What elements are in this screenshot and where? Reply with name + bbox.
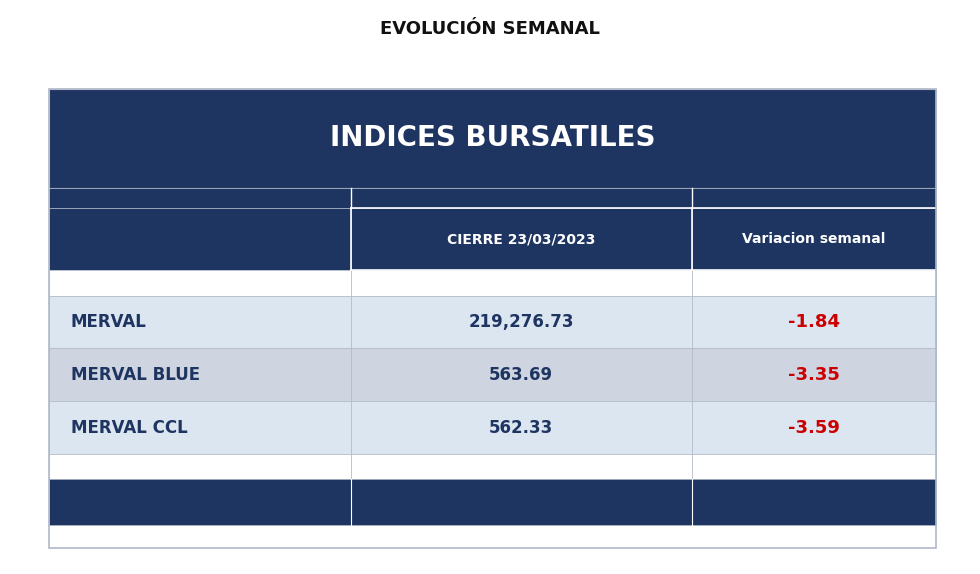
Text: CIERRE 23/03/2023: CIERRE 23/03/2023	[447, 232, 596, 246]
Text: MERVAL: MERVAL	[71, 313, 146, 331]
Text: -1.84: -1.84	[788, 313, 840, 331]
Bar	[49, 188, 936, 208]
Bar	[49, 348, 351, 401]
Bar	[49, 296, 351, 348]
Text: -3.35: -3.35	[788, 366, 840, 384]
Text: EVOLUCIÓN SEMANAL: EVOLUCIÓN SEMANAL	[380, 20, 600, 38]
Bar	[49, 454, 351, 479]
Bar	[351, 401, 692, 454]
Text: MERVAL BLUE: MERVAL BLUE	[71, 366, 200, 384]
Bar	[692, 348, 936, 401]
Text: 563.69: 563.69	[489, 366, 554, 384]
Bar	[692, 270, 936, 296]
Text: 219,276.73: 219,276.73	[468, 313, 574, 331]
Bar	[351, 348, 692, 401]
Text: Variacion semanal: Variacion semanal	[742, 232, 886, 246]
Bar	[49, 270, 351, 296]
Bar	[49, 479, 351, 525]
Bar	[692, 401, 936, 454]
Bar	[692, 454, 936, 479]
Bar	[692, 479, 936, 525]
Text: MERVAL CCL: MERVAL CCL	[71, 418, 187, 437]
Text: -3.59: -3.59	[788, 418, 840, 437]
Text: 562.33: 562.33	[489, 418, 554, 437]
Bar	[351, 454, 692, 479]
Bar	[351, 296, 692, 348]
Bar	[351, 270, 692, 296]
Text: INDICES BURSATILES: INDICES BURSATILES	[329, 125, 656, 152]
Bar	[692, 296, 936, 348]
Bar	[351, 479, 692, 525]
Bar	[49, 401, 351, 454]
